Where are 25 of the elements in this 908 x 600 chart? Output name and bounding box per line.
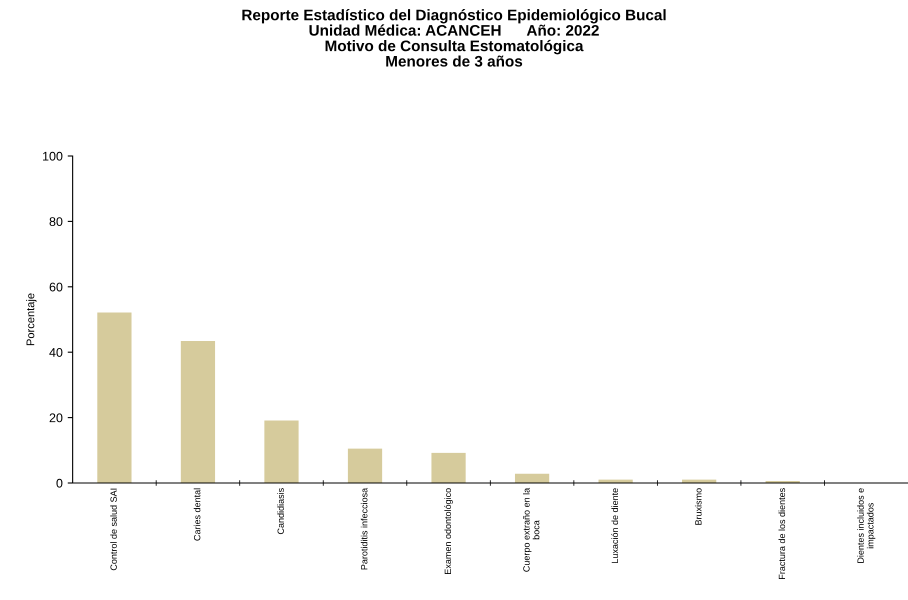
y-tick-label: 80 (50, 217, 62, 226)
bar (264, 420, 299, 483)
x-tick-label: Dientes incluidos e impactados (857, 488, 876, 563)
x-tick-label: Candidiasis (277, 488, 284, 534)
x-tick-label: Cuerpo extraño en la boca (523, 488, 540, 572)
x-tick-label: Luxación de diente (611, 488, 618, 563)
y-tick-label: 100 (43, 152, 62, 161)
bar (514, 474, 550, 483)
y-tick-label: 60 (50, 282, 62, 292)
bar (431, 452, 466, 483)
y-axis-title: Porcentaje (26, 293, 37, 346)
bar (348, 448, 382, 483)
x-tick-label: Control de salud SAI (110, 488, 117, 570)
bar (97, 312, 132, 483)
y-tick-label: 40 (49, 348, 62, 357)
y-tick-label: 20 (50, 413, 62, 422)
bar (180, 340, 216, 483)
x-tick-label: Fractura de los dientes (778, 488, 786, 579)
x-tick-label: Caries dental (194, 488, 200, 541)
x-tick-label: Parotiditis infecciosa (360, 488, 368, 570)
y-tick-label: 0 (56, 478, 62, 488)
bar (682, 480, 716, 483)
chart-title: Reporte Estadístico del Diagnóstico Epidemiológico Bucal Unidad Médica: ACANCEH Año: 2022 Motivo de Consulta Estomatológica Menores de 3 años (242, 9, 666, 67)
x-tick-label: Examen odontológico (444, 488, 453, 574)
x-tick-label: Bruxismo (694, 488, 702, 525)
